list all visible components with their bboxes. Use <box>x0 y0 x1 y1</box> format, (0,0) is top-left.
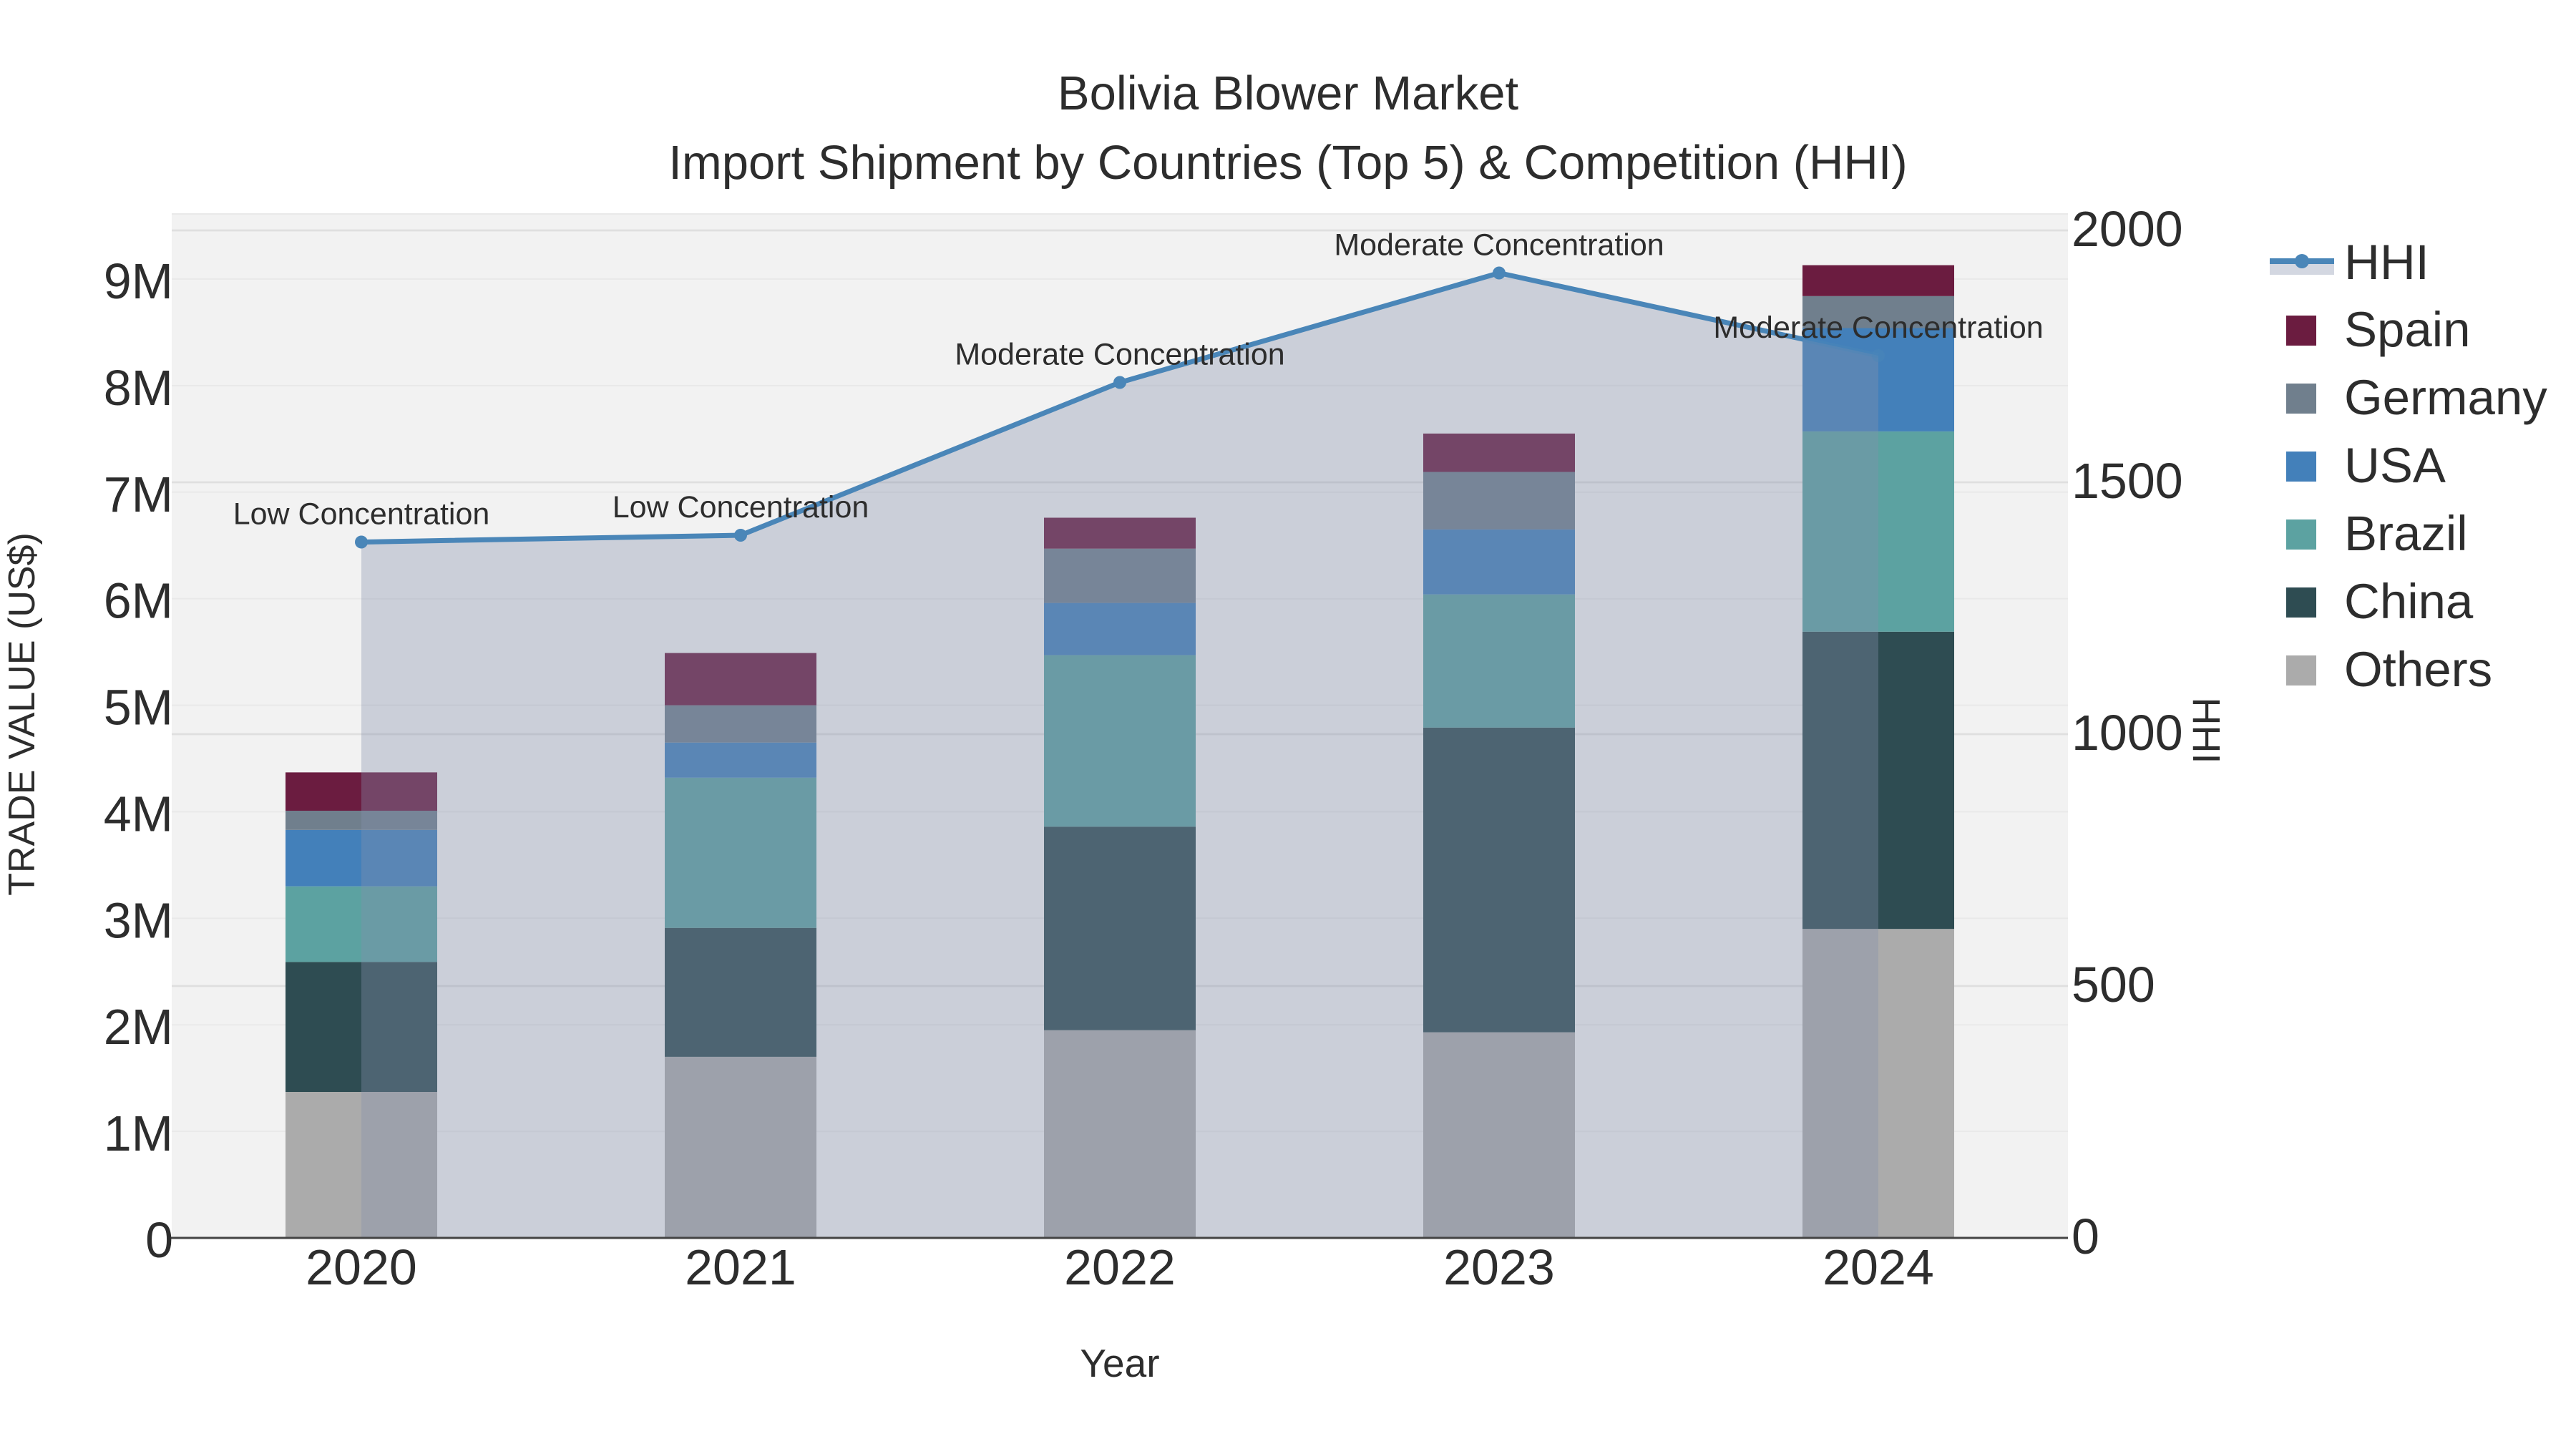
svg-text:2023: 2023 <box>1443 1239 1555 1295</box>
svg-text:Year: Year <box>1080 1341 1159 1385</box>
svg-text:0: 0 <box>2072 1209 2099 1264</box>
svg-text:8M: 8M <box>104 360 173 416</box>
svg-text:1M: 1M <box>104 1106 173 1161</box>
svg-text:Import Shipment by Countries (: Import Shipment by Countries (Top 5) & C… <box>668 136 1907 190</box>
svg-text:5M: 5M <box>104 680 173 736</box>
svg-text:2020: 2020 <box>306 1239 417 1295</box>
svg-text:Germany: Germany <box>2344 370 2547 425</box>
svg-text:4M: 4M <box>104 786 173 841</box>
svg-text:2022: 2022 <box>1064 1239 1176 1295</box>
svg-text:0: 0 <box>145 1212 173 1268</box>
svg-text:Moderate Concentration: Moderate Concentration <box>955 338 1284 372</box>
svg-text:USA: USA <box>2344 438 2446 493</box>
svg-text:2M: 2M <box>104 999 173 1055</box>
svg-text:1000: 1000 <box>2072 705 2183 761</box>
svg-text:3M: 3M <box>104 892 173 948</box>
svg-text:HHI: HHI <box>2185 698 2228 764</box>
svg-text:500: 500 <box>2072 957 2155 1013</box>
svg-text:China: China <box>2344 574 2474 629</box>
svg-text:Low Concentration: Low Concentration <box>613 490 869 525</box>
svg-text:6M: 6M <box>104 573 173 629</box>
svg-text:2021: 2021 <box>685 1239 796 1295</box>
svg-text:Low Concentration: Low Concentration <box>233 497 490 532</box>
svg-text:Others: Others <box>2344 642 2492 697</box>
svg-text:Moderate Concentration: Moderate Concentration <box>1713 311 2043 345</box>
svg-text:TRADE VALUE (US$): TRADE VALUE (US$) <box>1 532 43 896</box>
svg-text:7M: 7M <box>104 467 173 522</box>
svg-text:Moderate Concentration: Moderate Concentration <box>1334 228 1664 263</box>
svg-text:9M: 9M <box>104 253 173 309</box>
svg-text:2000: 2000 <box>2072 201 2183 257</box>
svg-text:1500: 1500 <box>2072 453 2183 509</box>
svg-text:Brazil: Brazil <box>2344 506 2468 561</box>
svg-text:HHI: HHI <box>2344 235 2429 290</box>
svg-text:Bolivia Blower Market: Bolivia Blower Market <box>1058 67 1519 120</box>
svg-text:2024: 2024 <box>1823 1239 1934 1295</box>
svg-text:Spain: Spain <box>2344 302 2470 357</box>
